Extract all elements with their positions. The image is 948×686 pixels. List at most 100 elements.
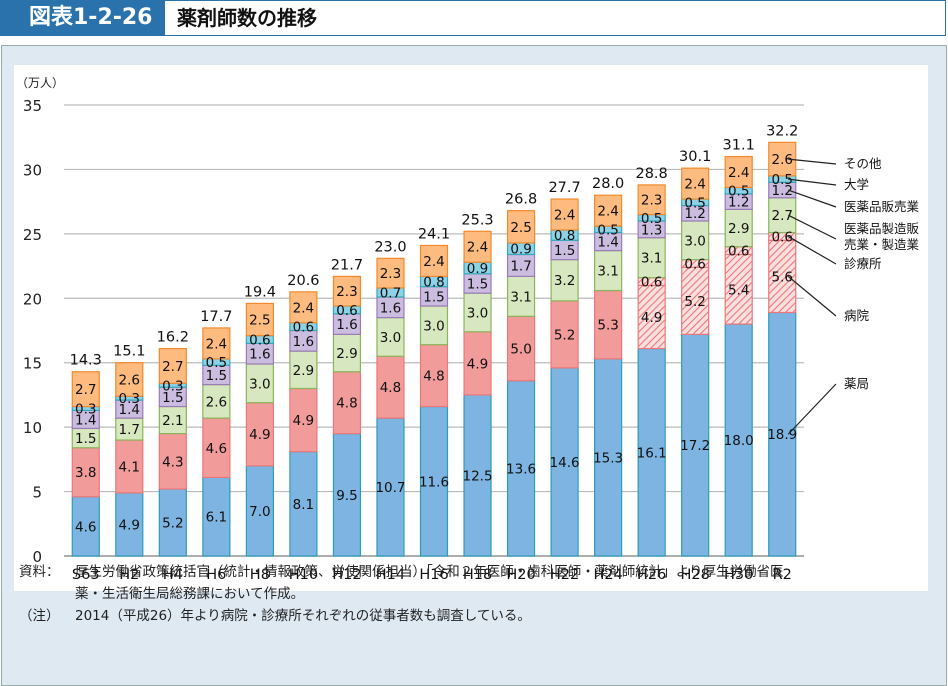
segment-value-label: 2.4 bbox=[423, 254, 444, 270]
x-tick-label: S63 bbox=[72, 567, 100, 583]
bar-segment bbox=[463, 292, 492, 333]
total-label: 17.7 bbox=[200, 309, 232, 325]
segment-value-label: 1.2 bbox=[771, 183, 792, 199]
bar-segment bbox=[332, 333, 362, 373]
segment-value-label: 11.6 bbox=[419, 474, 449, 490]
segment-value-label: 1.5 bbox=[206, 368, 227, 384]
segment-value-label: 0.9 bbox=[510, 242, 531, 258]
x-tick-label: R2 bbox=[773, 567, 792, 583]
segment-value-label: 1.5 bbox=[554, 243, 575, 259]
total-label: 24.1 bbox=[418, 226, 450, 242]
segment-value-label: 0.6 bbox=[249, 333, 270, 349]
chart-area: 0 5 10 15 20 25 30 35 4.6 3.8 1.5 1.4 0.3 2.7 14.3 S63… bbox=[14, 65, 928, 591]
y-tick-label: 30 bbox=[23, 161, 42, 179]
source-text: 厚生労働省政策統括官（統計・情報政策、労使関係担当）「令和２年医師・歯科医師・薬… bbox=[75, 564, 784, 580]
segment-value-label: 5.2 bbox=[162, 515, 183, 531]
segment-value-label: 0.8 bbox=[423, 275, 444, 291]
figure-number: 図表1-2-26 bbox=[1, 1, 165, 35]
bar-segment bbox=[681, 167, 710, 200]
segment-value-label: 3.8 bbox=[75, 465, 96, 481]
notes: 資料： 厚生労働省政策統括官（統計・情報政策、労使関係担当）「令和２年医師・歯科… bbox=[19, 561, 783, 627]
total-label: 26.8 bbox=[505, 192, 537, 208]
segment-value-label: 5.6 bbox=[771, 269, 792, 285]
segment-value-label: 1.6 bbox=[293, 334, 314, 350]
segment-value-label: 1.4 bbox=[75, 412, 96, 428]
legend-leader-line bbox=[788, 178, 837, 186]
total-label: 21.7 bbox=[331, 257, 363, 273]
segment-value-label: 2.4 bbox=[554, 208, 575, 224]
total-label: 20.6 bbox=[287, 273, 319, 289]
segment-value-label: 0.6 bbox=[293, 320, 314, 336]
bar-segment bbox=[376, 257, 405, 289]
total-label: 14.3 bbox=[70, 353, 102, 369]
segment-value-label: 2.5 bbox=[249, 313, 270, 329]
segment-value-label: 5.2 bbox=[684, 294, 705, 310]
segment-value-label: 0.6 bbox=[336, 303, 357, 319]
segment-value-label: 0.5 bbox=[771, 172, 792, 188]
bar-segment bbox=[594, 289, 623, 360]
bar-segment bbox=[506, 380, 536, 557]
segment-value-label: 4.9 bbox=[293, 413, 314, 429]
x-tick-label: H18 bbox=[463, 567, 492, 583]
segment-value-label: 1.6 bbox=[380, 300, 401, 316]
bar-segment bbox=[376, 355, 405, 419]
x-tick-label: H10 bbox=[289, 567, 318, 583]
bar-segment bbox=[724, 323, 753, 557]
segment-value-label: 2.4 bbox=[684, 177, 705, 193]
segment-value-label: 1.6 bbox=[336, 317, 357, 333]
bar-segment bbox=[202, 384, 231, 419]
segment-value-label: 1.4 bbox=[119, 402, 140, 418]
legend-label: 医薬品製造販 bbox=[844, 221, 920, 236]
segment-value-label: 3.2 bbox=[554, 273, 575, 289]
bar-segment bbox=[463, 230, 492, 263]
segment-value-label: 3.0 bbox=[249, 376, 270, 392]
legend-label: 病院 bbox=[844, 308, 870, 323]
segment-value-label: 3.1 bbox=[597, 264, 618, 280]
segment-value-label: 2.4 bbox=[728, 165, 749, 181]
bar-segment bbox=[681, 266, 710, 335]
segment-value-label: 0.9 bbox=[467, 261, 488, 277]
segment-value-label: 0.6 bbox=[641, 275, 662, 291]
segment-value-label: 5.4 bbox=[728, 282, 749, 298]
legend-leader-line bbox=[787, 383, 837, 435]
segment-value-label: 2.4 bbox=[597, 204, 618, 220]
bar-segment bbox=[158, 347, 187, 384]
segment-value-label: 0.8 bbox=[554, 228, 575, 244]
segment-value-label: 4.8 bbox=[380, 380, 401, 396]
source-label: 資料： bbox=[19, 564, 60, 580]
segment-value-label: 4.6 bbox=[206, 441, 227, 457]
segment-value-label: 2.7 bbox=[771, 208, 792, 224]
total-label: 25.3 bbox=[461, 212, 493, 228]
segment-value-label: 4.1 bbox=[119, 459, 140, 475]
segment-value-label: 1.5 bbox=[75, 431, 96, 447]
segment-value-label: 0.5 bbox=[641, 211, 662, 227]
total-label: 28.0 bbox=[592, 176, 624, 192]
legend-label: 薬局 bbox=[844, 376, 869, 391]
segment-value-label: 1.3 bbox=[641, 222, 662, 238]
bar-segment bbox=[71, 371, 100, 408]
y-tick-label: 0 bbox=[32, 548, 42, 566]
segment-value-label: 4.6 bbox=[75, 519, 96, 535]
segment-value-label: 2.7 bbox=[75, 382, 96, 398]
segment-value-label: 5.3 bbox=[597, 318, 618, 334]
x-tick-label: H12 bbox=[332, 567, 361, 583]
bar-segment bbox=[71, 496, 100, 557]
total-label: 27.7 bbox=[548, 180, 580, 196]
y-tick-label: 35 bbox=[23, 97, 42, 115]
bar-segment bbox=[594, 250, 623, 292]
x-tick-label: H4 bbox=[163, 567, 183, 583]
legend-leader-line bbox=[788, 189, 837, 208]
segment-value-label: 3.0 bbox=[467, 305, 488, 321]
legend-label: その他 bbox=[844, 156, 882, 171]
segment-value-label: 1.7 bbox=[119, 422, 140, 438]
bar-segment bbox=[158, 488, 187, 557]
legend-leader-line bbox=[787, 275, 837, 317]
bar-segment bbox=[463, 331, 492, 396]
bar-segment bbox=[158, 432, 187, 490]
figure-header: 図表1-2-26 薬剤師数の推移 bbox=[0, 0, 946, 36]
bar-segment bbox=[768, 311, 797, 557]
segment-value-label: 0.3 bbox=[119, 391, 140, 407]
segment-value-label: 2.5 bbox=[510, 220, 531, 236]
segment-value-label: 1.6 bbox=[249, 347, 270, 363]
